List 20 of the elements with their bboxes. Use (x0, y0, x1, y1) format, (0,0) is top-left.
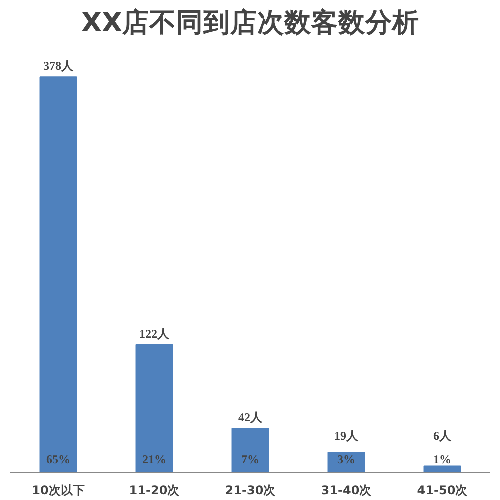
x-tick-label: 31-40次 (321, 484, 373, 498)
bar (232, 428, 270, 472)
bar (136, 344, 174, 472)
annotation: 7% (242, 452, 260, 466)
x-tick-label: 10次以下 (32, 484, 85, 498)
annotation: 21% (142, 452, 166, 466)
data-label: 122人 (140, 326, 170, 341)
annotation: 3% (338, 452, 356, 466)
bar (40, 76, 78, 472)
chart-title: XX店不同到店次数客数分析 (81, 8, 420, 38)
annotation: 65% (46, 452, 70, 466)
data-label: 42人 (238, 410, 264, 425)
bar (424, 466, 462, 472)
annotation: 1% (434, 452, 452, 466)
data-label: 378人 (44, 59, 74, 74)
data-label: 6人 (434, 428, 452, 443)
x-tick-label: 11-20次 (129, 484, 181, 498)
x-tick-label: 21-30次 (225, 484, 277, 498)
data-label: 19人 (334, 428, 360, 443)
x-tick-label: 41-50次 (417, 484, 469, 498)
